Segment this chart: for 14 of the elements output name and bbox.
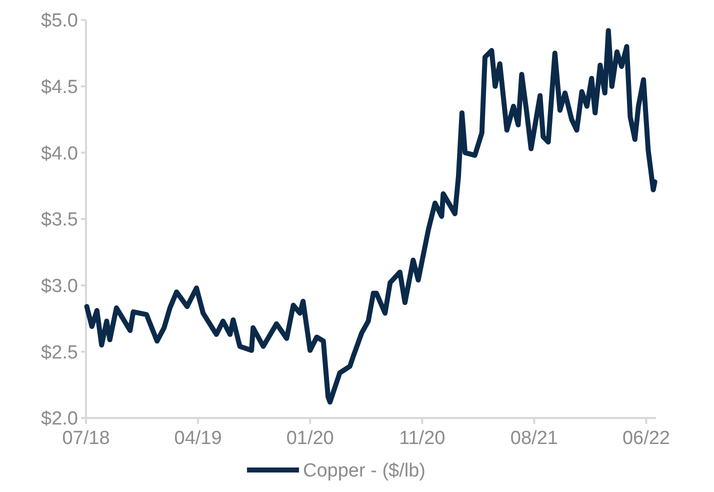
y-tick-label: $4.5 bbox=[41, 76, 78, 98]
y-tick-label: $2.5 bbox=[41, 342, 78, 364]
y-tick-label: $4.0 bbox=[41, 143, 78, 164]
x-tick-label: 06/22 bbox=[622, 428, 670, 449]
x-tick-label: 01/20 bbox=[286, 428, 334, 449]
x-tick-label: 08/21 bbox=[510, 428, 558, 449]
x-tick-label: 04/19 bbox=[174, 428, 222, 449]
y-tick-label: $3.5 bbox=[41, 210, 78, 231]
y-tick-label: $5.0 bbox=[41, 10, 78, 32]
x-tick-label: 07/18 bbox=[62, 428, 110, 449]
x-tick-label: 11/20 bbox=[399, 428, 446, 449]
y-tick-label: $3.0 bbox=[41, 276, 78, 297]
y-tick-label: $2.0 bbox=[41, 408, 78, 430]
legend-label: Copper - ($/lb) bbox=[303, 460, 426, 482]
